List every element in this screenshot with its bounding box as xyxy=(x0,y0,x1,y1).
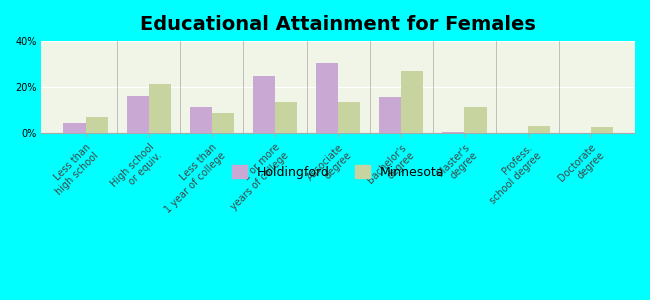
Bar xyxy=(253,76,275,133)
Legend: Holdingford, Minnesota: Holdingford, Minnesota xyxy=(227,160,449,184)
Bar xyxy=(443,132,465,133)
Bar xyxy=(465,106,487,133)
Bar xyxy=(528,126,550,133)
Bar xyxy=(316,63,338,133)
Title: Educational Attainment for Females: Educational Attainment for Females xyxy=(140,15,536,34)
Bar xyxy=(86,117,108,133)
Bar xyxy=(338,102,360,133)
Bar xyxy=(379,98,401,133)
Bar xyxy=(64,123,86,133)
Bar xyxy=(275,102,297,133)
Bar xyxy=(190,106,212,133)
Bar xyxy=(149,84,171,133)
Bar xyxy=(127,96,149,133)
Bar xyxy=(401,71,423,133)
Bar xyxy=(591,127,613,133)
Bar xyxy=(212,113,234,133)
